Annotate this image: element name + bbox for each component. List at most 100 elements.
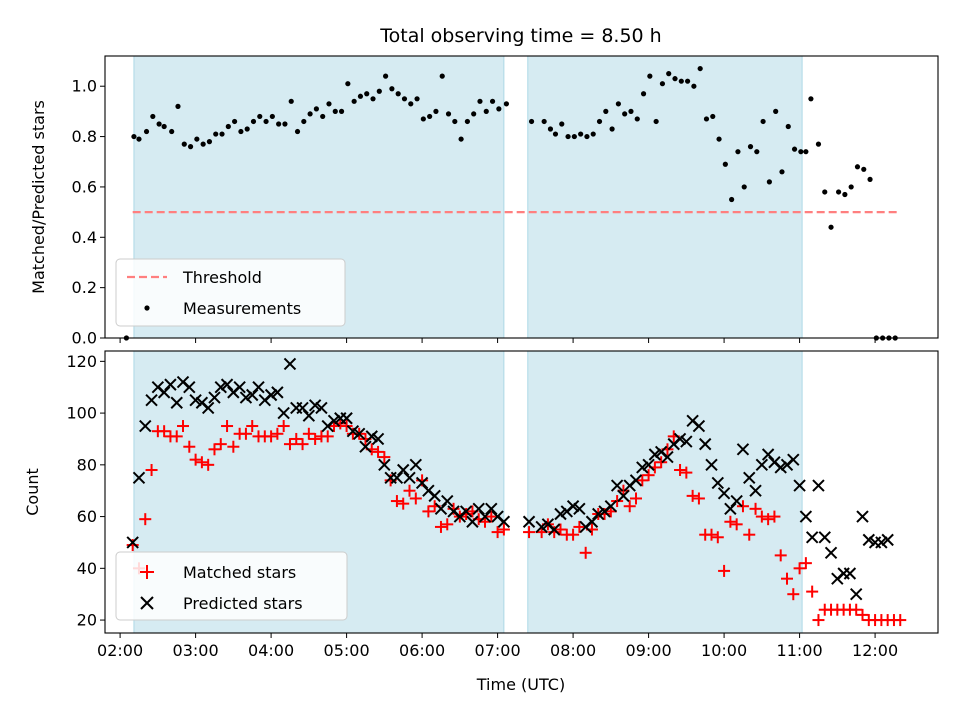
predicted-point xyxy=(692,419,706,433)
measurement-point xyxy=(722,161,728,167)
matched-point xyxy=(214,438,227,451)
measurement-point xyxy=(571,133,577,140)
matched-point xyxy=(523,526,536,539)
matched-point xyxy=(491,526,504,539)
predicted-point xyxy=(573,502,586,516)
measurement-point xyxy=(194,136,200,142)
measurement-point xyxy=(200,141,206,147)
measurement-point xyxy=(596,118,603,125)
measurement-point xyxy=(653,118,659,125)
measurement-point xyxy=(628,108,634,114)
measurement-point xyxy=(269,113,275,120)
matched-point xyxy=(265,430,278,443)
measurement-point xyxy=(760,118,766,125)
legend-predicted-label: Predicted stars xyxy=(183,594,303,613)
measurement-point xyxy=(854,164,861,170)
measurement-point xyxy=(547,126,554,132)
predicted-point xyxy=(548,523,561,536)
measurement-point xyxy=(584,133,590,140)
measurement-point xyxy=(842,191,848,198)
predicted-point xyxy=(787,453,800,466)
matched-point xyxy=(692,492,705,505)
y-tick-label: 40 xyxy=(77,559,97,578)
predicted-point xyxy=(428,489,441,503)
predicted-point xyxy=(711,476,725,490)
measurement-point xyxy=(420,116,426,122)
predicted-point xyxy=(403,471,416,484)
predicted-point xyxy=(415,476,429,490)
predicted-point xyxy=(201,401,215,415)
predicted-point xyxy=(604,500,618,513)
measurement-point xyxy=(345,81,351,87)
predicted-point xyxy=(862,533,876,547)
matched-point xyxy=(422,505,435,518)
measurement-point xyxy=(452,118,458,125)
matched-point xyxy=(554,523,567,536)
matched-point xyxy=(208,443,221,456)
measurement-point xyxy=(263,118,269,125)
matched-point xyxy=(309,432,322,445)
observing-interval-2 xyxy=(527,350,803,634)
measurement-point xyxy=(779,169,785,175)
predicted-point xyxy=(554,507,567,521)
measurement-point xyxy=(785,123,791,130)
matched-point xyxy=(378,451,391,464)
predicted-point xyxy=(346,424,360,438)
predicted-point xyxy=(642,458,655,472)
measurement-point xyxy=(808,96,814,102)
predicted-point xyxy=(371,432,385,446)
matched-point xyxy=(850,603,863,616)
predicted-point xyxy=(824,546,838,560)
legend-threshold-label: Threshold xyxy=(182,268,262,287)
matched-point xyxy=(768,510,781,523)
measurement-point xyxy=(464,118,470,125)
measurement-point xyxy=(496,106,502,112)
ratio-panel-frame xyxy=(104,55,939,339)
predicted-point xyxy=(812,479,825,492)
predicted-point xyxy=(126,536,139,549)
y-tick-label: 0.2 xyxy=(72,278,97,297)
matched-point xyxy=(221,420,234,433)
predicted-point xyxy=(705,458,718,472)
measurement-point xyxy=(552,131,559,137)
measurement-point xyxy=(672,76,678,82)
predicted-point xyxy=(680,435,693,448)
predicted-point xyxy=(220,378,234,391)
matched-point xyxy=(573,520,586,533)
measurement-point xyxy=(326,101,332,107)
matched-point xyxy=(680,466,693,479)
matched-point xyxy=(434,520,447,533)
matched-point xyxy=(630,492,643,505)
count-panel: 20 40 60 80 100 120 02:00 03:00 04:00 05:00 06:00… xyxy=(23,350,939,694)
measurement-point xyxy=(735,149,741,155)
measurement-point xyxy=(678,78,684,84)
measurement-point xyxy=(634,116,640,122)
matched-point xyxy=(340,420,353,433)
matched-point xyxy=(302,427,315,440)
y-tick-label: 80 xyxy=(77,455,97,474)
predicted-point xyxy=(592,507,605,521)
measurement-point xyxy=(294,128,301,135)
predicted-point xyxy=(164,378,177,391)
measurement-point xyxy=(647,73,653,79)
predicted-point xyxy=(308,399,322,412)
measurement-point xyxy=(376,88,382,94)
chart-title: Total observing time = 8.50 h xyxy=(379,25,661,47)
measurement-point xyxy=(754,149,760,155)
predicted-point xyxy=(856,510,869,523)
measurement-point xyxy=(395,91,401,97)
y-tick-label: 1.0 xyxy=(72,77,97,96)
measurement-point xyxy=(232,118,238,125)
y-tick-label: 0.4 xyxy=(72,228,97,247)
measurement-point xyxy=(471,111,477,117)
matched-point xyxy=(623,500,636,513)
measurement-point xyxy=(489,98,496,104)
measurement-point xyxy=(716,136,722,142)
measurement-point xyxy=(684,78,691,84)
predicted-point xyxy=(610,479,624,492)
measurement-point xyxy=(389,86,395,92)
predicted-point xyxy=(522,515,536,528)
x-tick-label: 06:00 xyxy=(399,641,445,660)
measurement-point xyxy=(703,116,710,122)
